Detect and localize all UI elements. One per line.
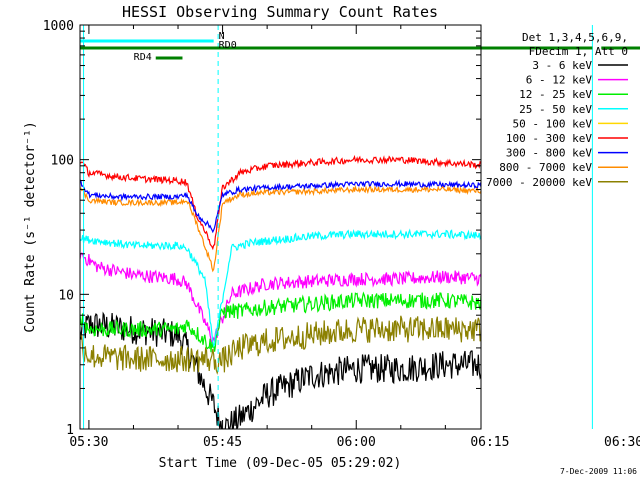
y-axis: 1 10 100 1000 (43, 19, 481, 438)
legend-label: 100 - 300 keV (506, 132, 592, 145)
legend-header-line-2: FDecim 1, Att 0 (529, 45, 628, 58)
x-tick-label: 05:30 (69, 435, 108, 450)
y-tick-label: 1000 (43, 19, 74, 34)
legend-header-line-1: Det 1,3,4,5,6,9, (522, 31, 628, 44)
y-tick-label: 1 (66, 423, 74, 438)
date-stamp: 7-Dec-2009 11:06 (560, 467, 637, 476)
series-line-8 (80, 315, 481, 375)
legend-label: 800 - 7000 keV (499, 161, 592, 174)
series-layer (80, 154, 640, 429)
legend-label: 300 - 800 keV (506, 147, 592, 160)
legend: Det 1,3,4,5,6,9, FDecim 1, Att 0 3 - 6 k… (486, 31, 628, 189)
series-line-1 (80, 252, 481, 345)
legend-label: 12 - 25 keV (519, 88, 592, 101)
legend-label: 25 - 50 keV (519, 103, 592, 116)
series-line-2 (80, 291, 481, 353)
y-axis-label: Count Rate (s⁻¹ detector⁻¹) (23, 121, 38, 332)
series-line-7 (80, 184, 481, 273)
series-line-3 (80, 228, 481, 348)
y-tick-label: 100 (51, 154, 74, 169)
series-line-6 (80, 179, 481, 234)
legend-label: 7000 - 20000 keV (486, 176, 592, 189)
y-tick-label: 10 (58, 288, 74, 303)
series-line-0 (80, 311, 481, 429)
legend-label: 6 - 12 keV (526, 74, 593, 87)
series-line-4 (592, 235, 640, 243)
flag-label-rd4: RD4 (134, 52, 152, 63)
x-axis-label: Start Time (09-Dec-05 05:29:02) (159, 456, 402, 471)
x-tick-label: 06:30 (604, 435, 640, 450)
x-tick-label: 06:15 (470, 435, 509, 450)
vertical-markers (83, 25, 593, 429)
x-tick-label: 05:45 (203, 435, 242, 450)
legend-label: 50 - 100 keV (513, 117, 593, 130)
chart-title: HESSI Observing Summary Count Rates (122, 3, 438, 21)
x-tick-label: 06:00 (337, 435, 376, 450)
flag-label-n: N (219, 31, 225, 42)
legend-label: 3 - 6 keV (532, 59, 592, 72)
plot-frame (79, 24, 482, 430)
series-line-5 (80, 154, 481, 251)
flag-label-rd0: RD0 (219, 40, 237, 51)
